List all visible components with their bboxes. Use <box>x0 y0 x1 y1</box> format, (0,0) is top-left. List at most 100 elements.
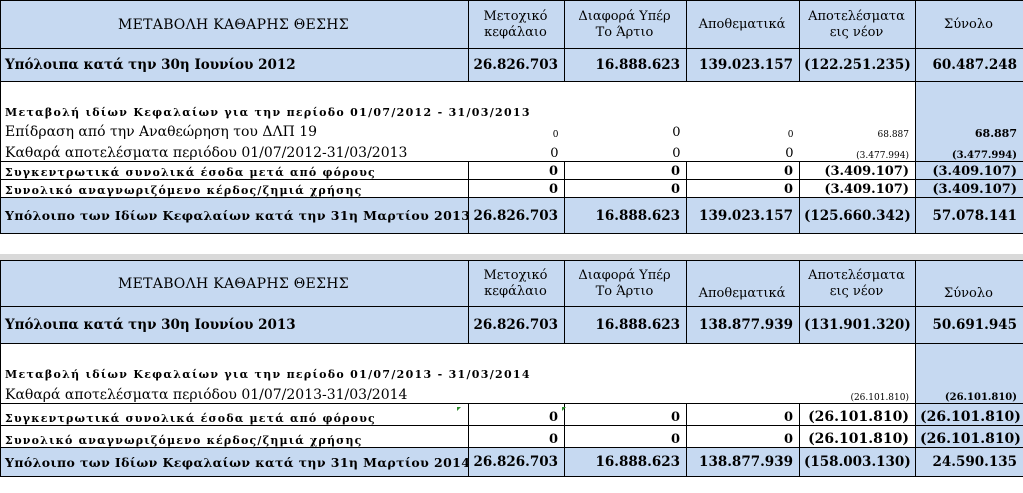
table-cell: (3.409.107) <box>915 179 1023 198</box>
table-separator <box>0 254 1023 260</box>
table-cell: 0 <box>564 179 687 198</box>
opening-balance-label: Υπόλοιπα κατά την 30η Ιουνίου 2012 <box>0 48 469 82</box>
table-cell: 68.887 <box>915 119 1023 140</box>
table-cell: 68.887 <box>799 119 916 140</box>
table-cell <box>564 381 687 404</box>
table-cell: 0 <box>468 425 565 448</box>
table-cell <box>915 343 1023 382</box>
table-cell: 0 <box>564 425 687 448</box>
table-cell <box>915 81 1023 120</box>
row-label: Επίδραση από την Αναθεώρηση του ΔΛΠ 19 <box>0 119 469 140</box>
table-cell: 0 <box>468 119 565 140</box>
table-cell: 0 <box>564 139 687 162</box>
row-label: Συγκεντρωτικά συνολικά έσοδα μετά από φό… <box>0 403 469 426</box>
col-header-share-premium: Διαφορά Υπέρ Το Άρτιο <box>564 0 687 49</box>
table-cell: (158.003.130) <box>799 447 916 477</box>
row-label: Συγκεντρωτικά συνολικά έσοδα μετά από φό… <box>0 161 469 180</box>
table-cell: 26.826.703 <box>468 197 565 234</box>
table-cell: 26.826.703 <box>468 48 565 82</box>
table-cell: 24.590.135 <box>915 447 1023 477</box>
equity-table-2013: ΜΕΤΑΒΟΛΗ ΚΑΘΑΡΗΣ ΘΕΣΗΣ Μετοχικό κεφάλαιο … <box>0 0 1023 234</box>
table-cell: 139.023.157 <box>686 48 800 82</box>
equity-table-2014: ΜΕΤΑΒΟΛΗ ΚΑΘΑΡΗΣ ΘΕΣΗΣ Μετοχικό κεφάλαιο … <box>0 260 1023 477</box>
table-row: Συγκεντρωτικά συνολικά έσοδα μετά από φό… <box>0 161 1023 180</box>
table-cell: (3.409.107) <box>799 161 916 180</box>
opening-balance-label: Υπόλοιπα κατά την 30η Ιουνίου 2013 <box>0 306 469 344</box>
col-header-share-capital: Μετοχικό κεφάλαιο <box>468 0 565 49</box>
table-cell: (3.477.994) <box>799 139 916 162</box>
table-cell: (26.101.810) <box>799 403 916 426</box>
table-cell: 138.877.939 <box>686 306 800 344</box>
table-title: ΜΕΤΑΒΟΛΗ ΚΑΘΑΡΗΣ ΘΕΣΗΣ <box>0 0 469 49</box>
table-cell: 0 <box>686 179 800 198</box>
col-header-reserves: Αποθεματικά <box>686 0 800 49</box>
table-row: Καθαρά αποτελέσματα περιόδου 01/07/2012-… <box>0 139 1023 162</box>
row-label: Συνολικό αναγνωριζόμενο κέρδος/ζημιά χρή… <box>0 425 469 448</box>
row-label: Καθαρά αποτελέσματα περιόδου 01/07/2013-… <box>0 381 469 404</box>
table-cell: 0 <box>564 403 687 426</box>
table-cell: 0 <box>686 161 800 180</box>
cell-comment-marker <box>457 407 461 411</box>
col-header-retained-earnings: Αποτελέσματα εις νέον <box>799 260 916 307</box>
table-cell: (3.409.107) <box>799 179 916 198</box>
table-row: Συνολικό αναγνωριζόμενο κέρδος/ζημιά χρή… <box>0 179 1023 198</box>
table-cell: 16.888.623 <box>564 447 687 477</box>
col-header-share-premium: Διαφορά Υπέρ Το Άρτιο <box>564 260 687 307</box>
table-cell: (125.660.342) <box>799 197 916 234</box>
period-caption-row: Μεταβολή ιδίων Κεφαλαίων για την περίοδο… <box>0 343 1023 382</box>
table-cell: (26.101.810) <box>915 403 1023 426</box>
table-cell: (122.251.235) <box>799 48 916 82</box>
period-caption: Μεταβολή ιδίων Κεφαλαίων για την περίοδο… <box>0 343 916 382</box>
table-cell: 60.487.248 <box>915 48 1023 82</box>
table-cell: (26.101.810) <box>915 425 1023 448</box>
table-cell: (26.101.810) <box>799 425 916 448</box>
table-cell: (26.101.810) <box>799 381 916 404</box>
opening-balance-row: Υπόλοιπα κατά την 30η Ιουνίου 2012 26.82… <box>0 48 1023 82</box>
row-label: Συνολικό αναγνωριζόμενο κέρδος/ζημιά χρή… <box>0 179 469 198</box>
period-caption: Μεταβολή ιδίων Κεφαλαίων για την περίοδο… <box>0 81 916 120</box>
table-cell: 0 <box>686 425 800 448</box>
table-cell: 26.826.703 <box>468 447 565 477</box>
col-header-total: Σύνολο <box>915 260 1023 307</box>
col-header-retained-earnings: Αποτελέσματα εις νέον <box>799 0 916 49</box>
opening-balance-row: Υπόλοιπα κατά την 30η Ιουνίου 2013 26.82… <box>0 306 1023 344</box>
table-cell: 138.877.939 <box>686 447 800 477</box>
table-cell: 26.826.703 <box>468 306 565 344</box>
col-header-share-capital: Μετοχικό κεφάλαιο <box>468 260 565 307</box>
table-cell: 50.691.945 <box>915 306 1023 344</box>
closing-balance-row: Υπόλοιπο των Ιδίων Κεφαλαίων κατά την 31… <box>0 447 1023 477</box>
table-cell: 0 <box>468 179 565 198</box>
table-cell: 16.888.623 <box>564 306 687 344</box>
table-cell <box>468 381 565 404</box>
table-cell: 139.023.157 <box>686 197 800 234</box>
table-cell: 16.888.623 <box>564 197 687 234</box>
table-cell: 0 <box>686 403 800 426</box>
table-cell: (3.477.994) <box>915 139 1023 162</box>
table-title: ΜΕΤΑΒΟΛΗ ΚΑΘΑΡΗΣ ΘΕΣΗΣ <box>0 260 469 307</box>
table-cell: (26.101.810) <box>915 381 1023 404</box>
closing-balance-label: Υπόλοιπο των Ιδίων Κεφαλαίων κατά την 31… <box>0 197 469 234</box>
table-cell: 16.888.623 <box>564 48 687 82</box>
table-cell <box>686 381 800 404</box>
table-cell: 0 <box>564 119 687 140</box>
col-header-total: Σύνολο <box>915 0 1023 49</box>
table-cell: 0 <box>468 161 565 180</box>
table-row: Συνολικό αναγνωριζόμενο κέρδος/ζημιά χρή… <box>0 425 1023 448</box>
table-cell: (131.901.320) <box>799 306 916 344</box>
table-row: Καθαρά αποτελέσματα περιόδου 01/07/2013-… <box>0 381 1023 404</box>
table-row: Επίδραση από την Αναθεώρηση του ΔΛΠ 19 0… <box>0 119 1023 140</box>
col-header-reserves: Αποθεματικά <box>686 260 800 307</box>
table-cell: 0 <box>468 139 565 162</box>
cell-comment-marker <box>562 407 566 411</box>
table-header-row: ΜΕΤΑΒΟΛΗ ΚΑΘΑΡΗΣ ΘΕΣΗΣ Μετοχικό κεφάλαιο … <box>0 0 1023 49</box>
closing-balance-row: Υπόλοιπο των Ιδίων Κεφαλαίων κατά την 31… <box>0 197 1023 234</box>
table-row: Συγκεντρωτικά συνολικά έσοδα μετά από φό… <box>0 403 1023 426</box>
table-cell: 57.078.141 <box>915 197 1023 234</box>
table-cell: 0 <box>686 139 800 162</box>
row-label: Καθαρά αποτελέσματα περιόδου 01/07/2012-… <box>0 139 469 162</box>
period-caption-row: Μεταβολή ιδίων Κεφαλαίων για την περίοδο… <box>0 81 1023 120</box>
closing-balance-label: Υπόλοιπο των Ιδίων Κεφαλαίων κατά την 31… <box>0 447 469 477</box>
table-cell: 0 <box>686 119 800 140</box>
table-cell: (3.409.107) <box>915 161 1023 180</box>
table-cell: 0 <box>564 161 687 180</box>
